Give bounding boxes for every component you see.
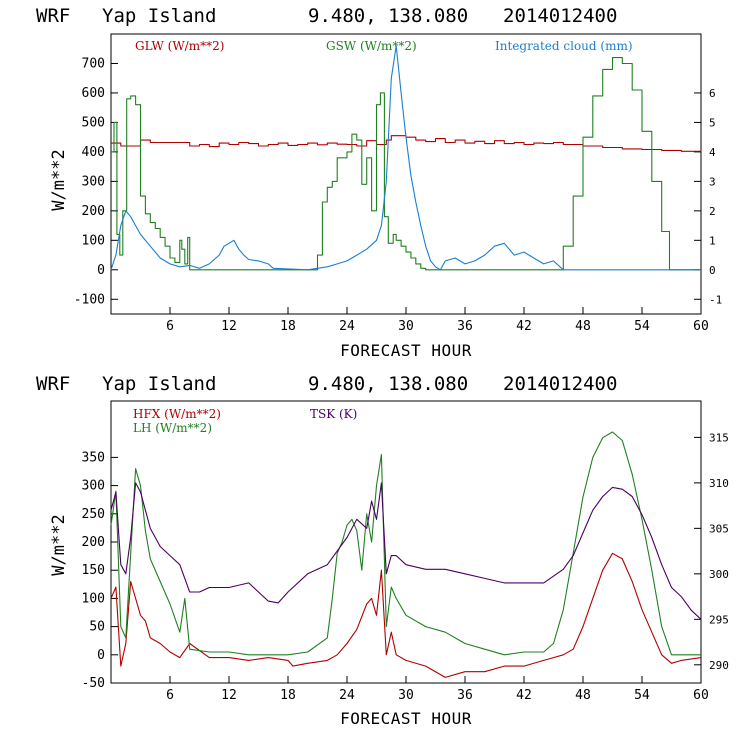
y-tick-label: 350 [82,450,105,465]
x-axis-label: FORECAST HOUR [340,341,472,360]
y-axis-right: -1 0 1 2 3 4 5 6 [694,87,722,306]
x-tick-label: 42 [516,688,532,703]
legend-gsw: GSW (W/m**2) [326,39,417,53]
x-tick-label: 6 [166,688,174,703]
x-tick-label: 12 [221,319,237,334]
y-tick-label: -100 [74,292,105,307]
header-date: 2014012400 [503,373,617,395]
y-axis-label: W/m**2 [49,149,69,210]
y-axis-right: 290 295 300 305 310 315 [694,431,729,672]
series-group [110,431,702,678]
panel-top: WRF Yap Island 9.480, 138.080 2014012400… [36,5,722,360]
y-tick-label: 200 [82,204,105,219]
y2-tick-label: 315 [709,431,729,444]
y-tick-label: 400 [82,145,105,160]
x-tick-label: 30 [398,688,414,703]
y-tick-label: 100 [82,591,105,606]
y2-tick-label: 3 [709,175,716,188]
y-tick-label: 300 [82,174,105,189]
x-tick-label: 18 [280,319,296,334]
x-tick-label: 30 [398,319,414,334]
header-date: 2014012400 [503,5,617,27]
y2-tick-label: 2 [709,205,716,218]
header-model: WRF [36,373,70,395]
legend-cloud: Integrated cloud (mm) [495,39,633,53]
header-location: Yap Island [102,373,216,395]
y-axis-left: -50 0 50 100 150 200 250 300 350 [82,450,118,691]
y2-tick-label: 1 [709,234,716,247]
x-tick-label: 6 [166,319,174,334]
y-axis-label: W/m**2 [49,514,69,575]
y-tick-label: 250 [82,507,105,522]
series-group [110,45,702,271]
header-model: WRF [36,5,70,27]
x-tick-label: 18 [280,688,296,703]
y-tick-label: -50 [82,676,105,691]
y2-tick-label: 6 [709,87,716,100]
y2-tick-label: 0 [709,264,716,277]
y-tick-label: 600 [82,86,105,101]
y2-tick-label: 300 [709,568,729,581]
x-tick-label: 24 [339,688,355,703]
x-tick-label: 36 [457,319,473,334]
y-tick-label: 700 [82,56,105,71]
series-line-1 [111,57,701,271]
series-line-0 [110,552,702,678]
header-location: Yap Island [102,5,216,27]
y2-tick-label: 4 [709,146,716,159]
y2-tick-label: 5 [709,116,716,129]
y-tick-label: 200 [82,535,105,550]
legend-hfx: HFX (W/m**2) [133,407,221,421]
x-tick-label: 12 [221,688,237,703]
x-tick-label: 60 [693,319,709,334]
x-axis-label: FORECAST HOUR [340,709,472,728]
y-tick-label: 100 [82,233,105,248]
x-tick-label: 54 [634,688,650,703]
y-tick-label: 150 [82,563,105,578]
x-axis: 6 12 18 24 30 36 42 48 54 60 [166,307,709,334]
legend-glw: GLW (W/m**2) [135,39,224,53]
header-coords: 9.480, 138.080 [308,373,468,395]
y-tick-label: 300 [82,479,105,494]
y-tick-label: 500 [82,115,105,130]
y-tick-label: 0 [97,648,105,663]
x-tick-label: 36 [457,688,473,703]
legend-tsk: TSK (K) [310,407,357,421]
x-tick-label: 54 [634,319,650,334]
legend-lh: LH (W/m**2) [133,421,212,435]
y2-tick-label: 290 [709,659,729,672]
plot-frame [110,400,702,684]
x-tick-label: 60 [693,688,709,703]
y-tick-label: 0 [97,263,105,278]
series-line-2 [110,45,701,271]
x-tick-label: 48 [575,319,591,334]
series-line-2 [110,482,702,620]
y2-tick-label: 305 [709,522,729,535]
plot-frame [110,33,702,315]
panel-bottom: WRF Yap Island 9.480, 138.080 2014012400… [36,373,729,728]
y2-tick-label: -1 [709,293,722,306]
y2-tick-label: 295 [709,613,729,626]
series-line-1 [110,431,701,656]
header-coords: 9.480, 138.080 [308,5,468,27]
x-tick-label: 24 [339,319,355,334]
x-axis: 6 12 18 24 30 36 42 48 54 60 [166,676,709,703]
y2-tick-label: 310 [709,477,729,490]
x-tick-label: 42 [516,319,532,334]
y-tick-label: 50 [89,620,105,635]
x-tick-label: 48 [575,688,591,703]
